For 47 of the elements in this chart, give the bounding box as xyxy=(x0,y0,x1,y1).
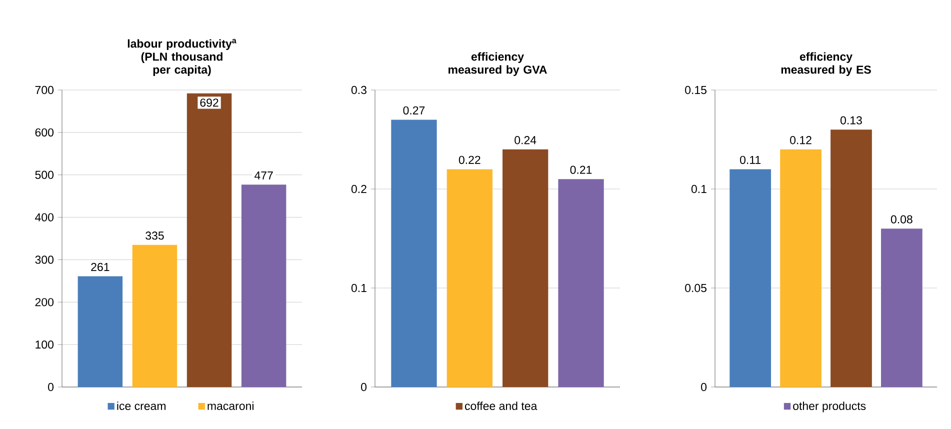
y-tick-label: 0.1 xyxy=(691,184,706,194)
y-tick-label: 0 xyxy=(361,382,367,392)
chart-title: efficiency measured by GVA xyxy=(448,52,547,76)
y-tick-label: 0.1 xyxy=(351,284,366,292)
y-tick-label: 600 xyxy=(35,128,54,136)
bar xyxy=(78,276,123,387)
legend-label: coffee and tea xyxy=(464,402,538,410)
data-label: 0.11 xyxy=(740,156,761,164)
data-label: 0.27 xyxy=(403,106,425,114)
y-tick-label: 0.05 xyxy=(685,284,706,292)
bar xyxy=(558,179,604,387)
y-tick-label: 0 xyxy=(48,382,54,392)
data-label: 0.12 xyxy=(790,136,812,144)
chart-title: labour productivity$^{a}$ (PLN thousand per capita) xyxy=(128,38,236,76)
data-label: 0.13 xyxy=(840,116,862,124)
bar xyxy=(241,184,286,387)
y-tick-label: 0 xyxy=(701,382,707,392)
y-tick-label: 0.15 xyxy=(685,86,706,94)
bar xyxy=(446,169,492,387)
bar xyxy=(502,149,548,387)
data-label: 0.08 xyxy=(890,215,912,224)
bar xyxy=(780,149,822,387)
chart-title: efficiency measured by ES xyxy=(781,52,871,76)
y-tick-label: 0.3 xyxy=(351,86,366,94)
data-label: 477 xyxy=(254,172,273,180)
bar xyxy=(881,228,922,387)
data-label: 0.24 xyxy=(514,136,536,144)
bar xyxy=(391,120,437,387)
y-tick-label: 200 xyxy=(35,298,54,306)
legend-label: other products xyxy=(793,402,866,412)
legend-label: ice cream xyxy=(117,402,166,410)
data-label: 0.21 xyxy=(570,166,592,174)
y-tick-label: 400 xyxy=(35,213,54,222)
data-label: 261 xyxy=(91,262,110,272)
bar xyxy=(830,130,872,387)
bar xyxy=(730,169,772,387)
bar xyxy=(186,93,232,387)
y-tick-label: 100 xyxy=(36,340,54,349)
legend-label: macaroni xyxy=(208,402,254,410)
y-tick-label: 0.2 xyxy=(351,184,366,194)
y-tick-label: 300 xyxy=(35,256,54,264)
data-label: 335 xyxy=(146,232,164,240)
bar xyxy=(132,244,178,387)
y-tick-label: 700 xyxy=(35,86,54,94)
data-label: 692 xyxy=(200,98,218,107)
data-label: 0.22 xyxy=(458,156,480,164)
y-tick-label: 500 xyxy=(35,170,54,179)
